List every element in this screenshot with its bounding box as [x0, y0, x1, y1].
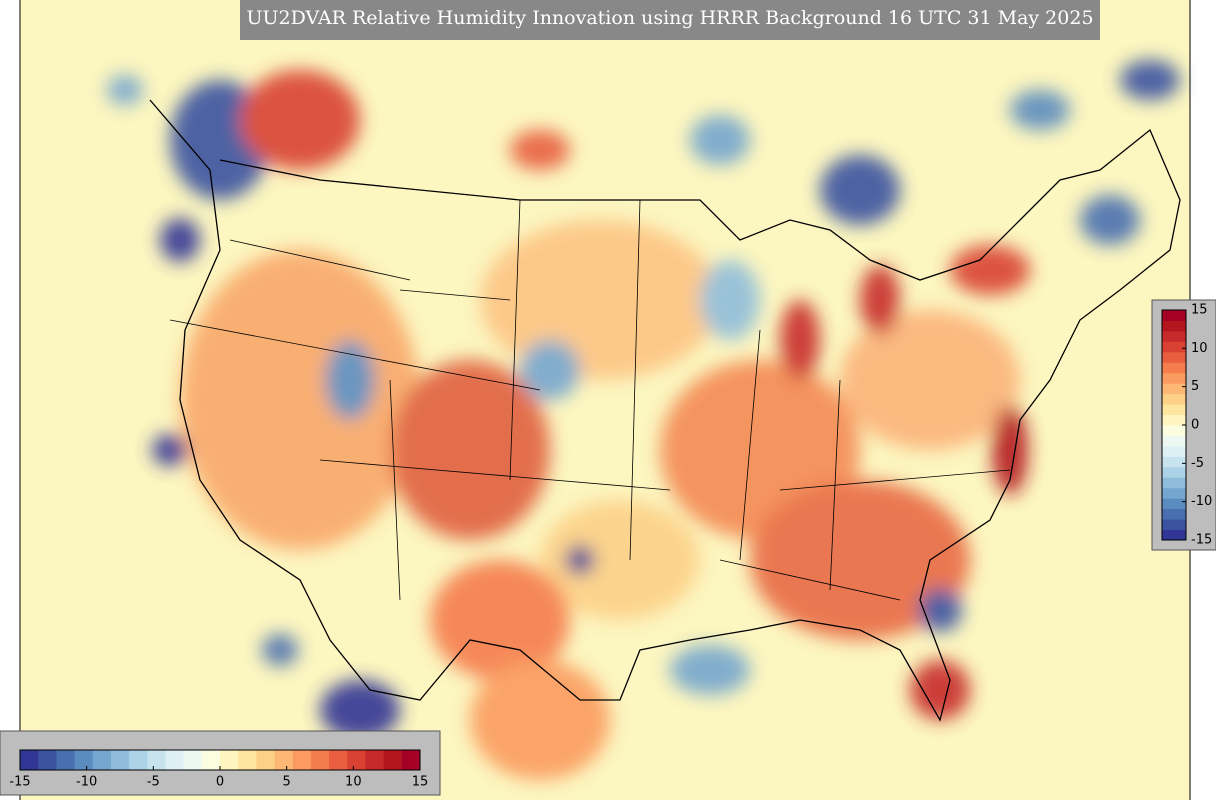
color-swatch	[110, 750, 130, 770]
coastline	[149, 99, 1181, 722]
color-swatch	[329, 750, 348, 770]
color-swatch	[183, 750, 203, 770]
color-swatch	[347, 750, 366, 770]
color-swatch	[1162, 383, 1186, 395]
color-swatch	[310, 750, 330, 770]
color-swatch	[220, 750, 239, 770]
tick-label: 10	[1191, 341, 1208, 356]
color-swatch	[38, 750, 57, 770]
title: UU2DVAR Relative Humidity Innovation usi…	[246, 7, 1093, 29]
color-swatch	[1162, 445, 1186, 457]
color-swatch	[1162, 529, 1186, 541]
color-swatch	[1162, 477, 1186, 489]
color-swatch	[1162, 330, 1186, 342]
tick-label: -15	[1191, 533, 1212, 548]
color-swatch	[1162, 519, 1186, 531]
color-swatch	[1162, 466, 1186, 478]
color-swatch	[365, 750, 385, 770]
innovation-field	[107, 60, 1180, 780]
color-swatch	[1162, 372, 1186, 384]
color-swatch	[74, 750, 94, 770]
color-swatch	[165, 750, 185, 770]
color-swatch	[1162, 487, 1186, 499]
colorbar: 15 10 5 0 -5 -10 -15	[1161, 303, 1212, 548]
color-swatch	[1162, 393, 1186, 405]
color-swatch	[383, 750, 403, 770]
color-swatch	[292, 750, 312, 770]
color-swatch	[20, 750, 39, 770]
color-swatch	[1162, 320, 1186, 332]
tick-label: 15	[1191, 303, 1208, 318]
color-swatch	[1162, 435, 1186, 447]
tick-label: -10	[76, 775, 97, 790]
color-swatch	[1162, 508, 1186, 520]
color-swatch	[1162, 425, 1186, 436]
color-swatch	[1162, 498, 1186, 510]
color-swatch	[129, 750, 148, 770]
tick-label: 0	[216, 775, 224, 790]
color-swatch	[1162, 341, 1186, 353]
tick-label: 15	[412, 775, 429, 790]
color-swatch	[1162, 362, 1186, 374]
tick-label: 5	[1191, 379, 1199, 394]
tick-label: -10	[1191, 494, 1212, 509]
tick-label: 5	[283, 775, 291, 790]
color-swatch	[238, 750, 257, 770]
tick-label: -5	[1191, 456, 1204, 471]
color-swatch	[1162, 414, 1186, 426]
tick-label: -5	[147, 775, 160, 790]
color-swatch	[1162, 310, 1186, 321]
tick-label: -15	[9, 775, 30, 790]
color-swatch	[274, 750, 294, 770]
color-swatch	[201, 750, 221, 770]
color-swatch	[1162, 351, 1186, 363]
color-swatch	[56, 750, 76, 770]
color-swatch	[401, 750, 421, 770]
colorbar: -15 -10 -5 0 5 10 15	[9, 749, 429, 790]
color-swatch	[147, 750, 166, 770]
color-swatch	[1162, 404, 1186, 416]
title-box	[240, 0, 1100, 40]
state-borders	[169, 199, 1011, 601]
tick-label: 0	[1191, 418, 1199, 433]
tick-label: 10	[345, 775, 362, 790]
color-swatch	[92, 750, 112, 770]
color-swatch	[256, 750, 276, 770]
color-swatch	[1162, 456, 1186, 468]
